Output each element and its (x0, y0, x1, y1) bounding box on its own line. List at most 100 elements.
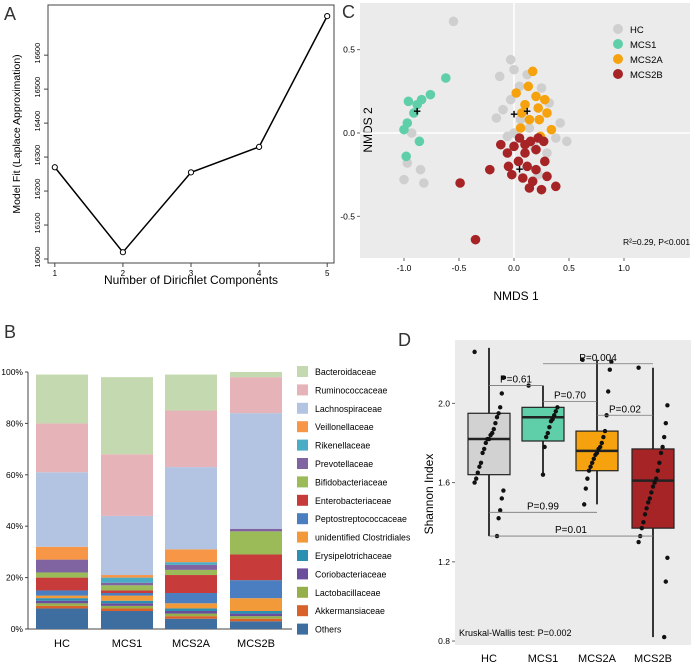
panel-b-bar-segment (101, 590, 153, 594)
panel-b-bar-segment (165, 593, 217, 604)
panel-b-legend-swatch (297, 421, 308, 433)
panel-b-bar-segment (36, 423, 88, 473)
panel-c-point-mcs2b (485, 164, 495, 175)
panel-b-bar-segment (101, 593, 153, 596)
panel-d-data-point (602, 428, 608, 434)
panel-c-xtick-label: 0.0 (508, 263, 520, 273)
panel-b-bar-segment (36, 608, 88, 629)
panel-d-data-point (596, 446, 601, 452)
panel-b-ytick-label: 40% (6, 521, 23, 531)
panel-d-data-point (493, 420, 498, 426)
panel-c-point-mcs2b (538, 136, 549, 147)
panel-b-bar-segment (101, 377, 153, 455)
panel-b-bar-segment (36, 472, 88, 547)
panel-b-legend-swatch (297, 531, 308, 543)
panel-a-ytick-label: 16300 (33, 145, 42, 166)
panel-c-point-mcs2b (531, 144, 541, 155)
panel-d-data-point (494, 415, 500, 420)
panel-d-data-point (639, 525, 644, 531)
panel-c-point-mcs2b (470, 234, 481, 245)
panel-d-data-point (491, 426, 496, 432)
panel-d-category-label: MCS1 (528, 653, 559, 665)
panel-b-bar-segment (101, 608, 153, 612)
panel-d-data-point (480, 450, 485, 456)
panel-b-bar-segment (165, 603, 217, 609)
panel-d-category-label: HC (481, 653, 497, 665)
panel-a-xlabel: Number of Dirichlet Components (104, 273, 278, 287)
panel-c-point-mcs2a (546, 124, 557, 135)
panel-a-data-point (187, 169, 195, 176)
panel-c-point-mcs1 (441, 73, 451, 83)
panel-c-point-mcs1 (412, 99, 423, 110)
panel-d-ytick-label: 1.2 (438, 557, 450, 567)
panel-d-data-point (583, 486, 588, 491)
panel-c-point-mcs2b (503, 161, 514, 172)
panel-a-series-line (54, 15, 328, 254)
panel-c-point-hc (448, 16, 459, 27)
panel-d-data-point (607, 367, 612, 372)
panel-c-legend-swatch (613, 54, 623, 64)
panel-c-xtick-label: 0.5 (563, 263, 575, 273)
panel-b-bar-segment (101, 575, 153, 578)
panel-b-legend-swatch (297, 623, 308, 635)
panel-a-line-chart: Number of Dirichlet Components Model Fit… (11, 4, 335, 287)
panel-b-bar-segment (165, 374, 217, 411)
panel-d-comparison-label: P=0.70 (554, 390, 586, 401)
panel-d-data-point (636, 365, 641, 370)
panel-b-bar-segment (101, 600, 153, 604)
panel-c-point-mcs1 (425, 89, 436, 100)
panel-c-annotation: R²=0.29, P<0.001 (623, 237, 690, 247)
panel-b-legend-swatch (297, 550, 308, 561)
panel-b-bar-segment (165, 564, 217, 570)
panel-d-data-point (591, 456, 596, 462)
panel-d-data-point (552, 413, 557, 418)
panel-c-point-hc (562, 136, 572, 147)
panel-b-bar-segment (230, 621, 282, 629)
panel-d-data-point (655, 468, 660, 473)
panel-label-d: D (398, 330, 411, 350)
panel-b-bar-segment (165, 611, 217, 614)
panel-d-data-point (606, 389, 611, 394)
panel-d-data-point (665, 555, 670, 561)
panel-b-bar-segment (36, 603, 88, 606)
panel-c-centroid-marker: + (413, 103, 421, 118)
panel-d-data-point (588, 464, 593, 469)
panel-d-data-point (544, 434, 549, 440)
panel-d-data-point (498, 508, 503, 513)
panel-b-legend-label: Akkermansiaceae (315, 606, 385, 616)
panel-c-point-mcs2a (516, 108, 527, 118)
panel-d-data-point (496, 516, 501, 521)
panel-c-point-mcs2b (525, 136, 536, 147)
panel-d-data-point (547, 424, 552, 430)
panel-d-data-point (663, 420, 668, 426)
panel-b-bar-segment (230, 554, 282, 581)
panel-b-ytick-label: 0% (11, 624, 24, 634)
panel-c-point-mcs2b (531, 164, 541, 175)
panel-c-point-mcs2b (527, 176, 538, 187)
panel-d-data-point (590, 460, 595, 465)
panel-c-point-mcs1 (399, 124, 409, 135)
panel-a-xtick-label: 4 (257, 269, 262, 278)
panel-d-data-point (555, 405, 560, 410)
panel-a-xtick-label: 2 (121, 269, 126, 278)
panel-b-ytick-label: 20% (6, 573, 23, 583)
panel-b-bar-segment (101, 515, 153, 576)
panel-c-xtick-label: -1.0 (397, 263, 412, 273)
panel-d-data-point (542, 444, 547, 450)
panel-c-point-hc (491, 113, 502, 123)
panel-d-data-point (483, 440, 488, 446)
panel-b-bar-segment (165, 569, 217, 576)
panel-a-ytick-label: 16400 (33, 111, 42, 132)
panel-d-data-point (585, 476, 590, 481)
panel-b-legend-swatch (297, 384, 308, 396)
panel-d-data-point (548, 419, 554, 424)
panel-c-centroid-marker: + (510, 107, 518, 122)
panel-d-data-point (649, 490, 654, 495)
panel-b-bar-segment (101, 582, 153, 586)
panel-b-bar-segment (165, 575, 217, 594)
panel-b-legend-swatch (297, 366, 308, 377)
panel-b-legend-label: unidentified Clostridiales (315, 533, 411, 543)
panel-a-ytick-label: 16600 (33, 43, 42, 64)
panel-c-point-mcs1 (403, 96, 414, 107)
panel-d-comparison-label: P=0.004 (579, 353, 617, 364)
